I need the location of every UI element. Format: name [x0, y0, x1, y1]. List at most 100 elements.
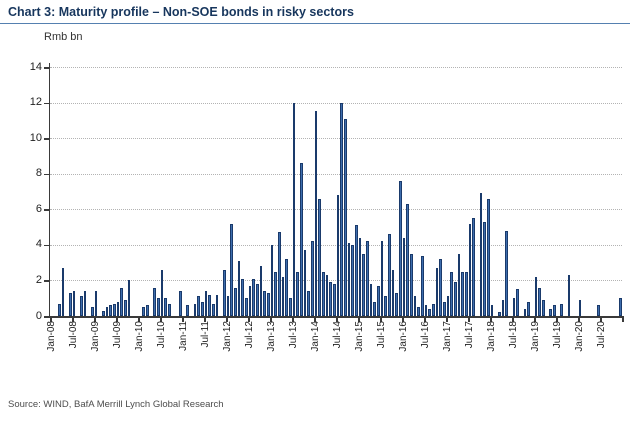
- gridline-y-14: [50, 67, 622, 68]
- bar-Aug-16: [428, 308, 431, 316]
- bar-Oct-17: [479, 193, 483, 316]
- bar-May-17: [461, 271, 464, 316]
- bar-Jul-16: [424, 305, 428, 316]
- bar-Dec-12: [266, 292, 270, 316]
- bar-Jun-09: [112, 303, 116, 316]
- x-tick-132: [534, 318, 536, 322]
- y-axis-label-0: 0: [35, 309, 42, 322]
- bar-Jan-16: [402, 237, 406, 316]
- bar-Sep-08: [79, 296, 83, 316]
- x-tick-108: [446, 318, 448, 322]
- x-tick-84: [358, 318, 360, 322]
- bar-May-15: [373, 301, 376, 316]
- bar-Jun-08: [68, 292, 72, 316]
- x-tick-54: [248, 318, 250, 322]
- bar-Sep-12: [255, 283, 259, 316]
- bar-Mar-19: [541, 299, 545, 316]
- bar-Nov-17: [483, 221, 486, 316]
- bar-Jul-09: [116, 301, 120, 316]
- bar-Jul-17: [468, 223, 472, 316]
- x-axis-label-Jul-13: Jul-13: [287, 321, 299, 349]
- bar-Aug-17: [472, 218, 475, 316]
- x-axis-label-Jan-15: Jan-15: [353, 321, 365, 352]
- bar-Mar-14: [321, 271, 325, 316]
- x-axis-label-Jan-19: Jan-19: [529, 321, 541, 352]
- bar-Jan-14: [314, 111, 318, 316]
- chart-title: Chart 3: Maturity profile – Non-SOE bond…: [8, 5, 354, 19]
- bar-Oct-16: [435, 267, 439, 316]
- bar-Nov-15: [395, 292, 398, 316]
- x-axis-label-Jul-11: Jul-11: [199, 321, 211, 348]
- bar-Aug-15: [384, 296, 387, 316]
- x-tick-156: [622, 318, 624, 322]
- bar-Apr-08: [61, 267, 65, 316]
- bar-Sep-09: [123, 299, 127, 316]
- bar-Jul-12: [248, 285, 252, 316]
- x-tick-60: [270, 318, 272, 322]
- bar-Mar-09: [101, 310, 105, 316]
- bar-Oct-13: [303, 250, 307, 316]
- x-axis-label-Jan-11: Jan-11: [177, 321, 189, 351]
- bar-May-10: [153, 287, 156, 316]
- bar-Feb-10: [142, 307, 145, 316]
- bar-Jan-12: [226, 296, 230, 316]
- x-axis-label-Jan-12: Jan-12: [221, 321, 233, 352]
- bar-Apr-15: [369, 283, 373, 316]
- y-tick-4: [44, 244, 49, 247]
- bar-Feb-14: [318, 198, 321, 316]
- gridline-y-10: [50, 138, 622, 140]
- bar-Jun-14: [332, 283, 336, 316]
- bar-Sep-11: [211, 303, 215, 316]
- bar-May-14: [329, 282, 332, 316]
- bar-Aug-13: [296, 271, 299, 316]
- bar-Jul-15: [380, 241, 384, 316]
- bar-Jan-19: [534, 276, 538, 316]
- bar-Dec-10: [178, 291, 182, 316]
- bar-Jul-18: [512, 298, 516, 316]
- bar-Oct-11: [215, 294, 219, 316]
- bar-Oct-18: [523, 308, 527, 316]
- bar-Aug-09: [120, 287, 123, 316]
- bar-Mar-08: [57, 303, 61, 316]
- x-tick-12: [94, 318, 96, 322]
- bar-May-19: [549, 308, 552, 316]
- y-tick-14: [44, 67, 49, 69]
- x-tick-120: [490, 318, 492, 322]
- y-axis-label-10: 10: [29, 131, 42, 144]
- bar-Jul-13: [292, 102, 296, 316]
- x-axis-label-Jul-10: Jul-10: [155, 321, 167, 349]
- bar-Mar-15: [365, 241, 369, 316]
- bar-Dec-14: [354, 225, 358, 316]
- x-axis-label-Jan-08: Jan-08: [45, 321, 57, 352]
- gridline-y-6: [50, 209, 622, 211]
- bar-Jun-16: [420, 255, 424, 316]
- x-axis-label-Jul-14: Jul-14: [331, 321, 343, 349]
- x-axis-label-Jan-18: Jan-18: [485, 321, 497, 352]
- y-tick-2: [44, 280, 49, 282]
- bar-Jun-17: [464, 271, 468, 316]
- bar-May-18: [505, 230, 508, 316]
- x-axis-label-Jul-15: Jul-15: [375, 321, 387, 349]
- bar-Apr-16: [413, 296, 417, 316]
- x-tick-90: [380, 318, 382, 322]
- bar-Jan-20: [578, 299, 582, 316]
- bar-May-09: [109, 305, 112, 316]
- x-tick-6: [72, 318, 74, 322]
- bar-May-13: [285, 259, 288, 316]
- x-tick-78: [336, 318, 338, 322]
- source-note: Source: WIND, BafA Merrill Lynch Global …: [8, 399, 224, 410]
- bar-Sep-15: [387, 234, 391, 316]
- gridline-y-2: [50, 280, 622, 282]
- x-axis-label-Jul-20: Jul-20: [595, 321, 607, 349]
- bar-Jun-10: [156, 298, 160, 316]
- bar-Nov-16: [439, 259, 442, 316]
- bar-Mar-10: [145, 305, 149, 316]
- x-tick-0: [50, 318, 52, 322]
- bar-Aug-19: [560, 303, 563, 316]
- bar-Apr-13: [281, 276, 285, 316]
- x-axis-label-Jul-16: Jul-16: [419, 321, 431, 349]
- bar-Mar-17: [453, 282, 457, 316]
- bar-Oct-09: [127, 280, 131, 316]
- bar-Sep-16: [431, 303, 435, 316]
